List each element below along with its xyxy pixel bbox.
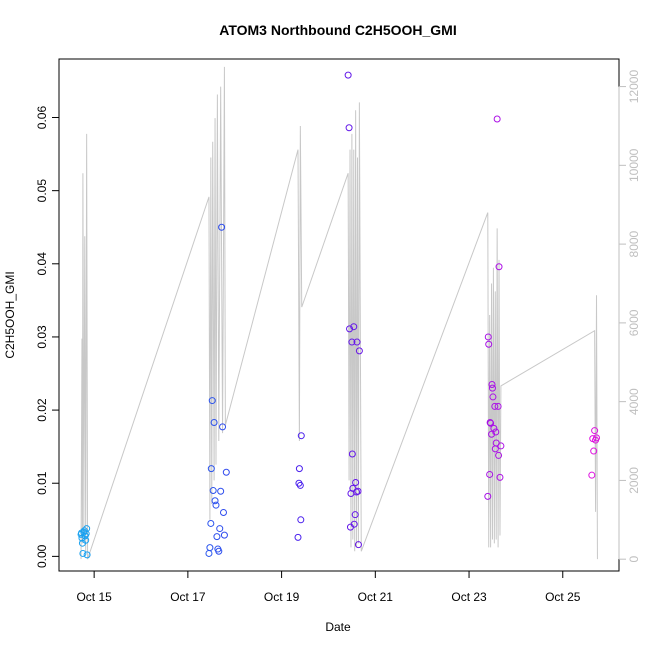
data-point [344, 71, 352, 79]
x-tick-label: Oct 21 [358, 590, 394, 604]
data-point [212, 501, 220, 509]
y-tick-label: 0.02 [35, 398, 49, 422]
y-tick-label: 0.06 [35, 106, 49, 130]
data-point [211, 497, 219, 505]
y-axis: 0.00 0.01 0.02 0.03 0.04 0.05 0.06 [35, 106, 60, 568]
data-point [492, 428, 500, 436]
data-point [350, 323, 358, 331]
data-point [488, 430, 496, 438]
y-tick-label: 0.05 [35, 179, 49, 203]
data-point [348, 338, 356, 346]
data-point [496, 473, 504, 481]
data-point [355, 347, 363, 355]
data-point [497, 442, 505, 450]
data-point [220, 531, 228, 539]
data-point [354, 541, 362, 549]
data-point [215, 547, 223, 555]
x-tick-label: Oct 15 [76, 590, 112, 604]
data-point [218, 223, 226, 231]
y2-tick-label: 0 [627, 556, 641, 563]
data-point [490, 424, 498, 432]
chart-title: ATOM3 Northbound C2H5OOH_GMI [219, 22, 456, 38]
data-point [485, 340, 493, 348]
y2-tick-label: 6000 [627, 309, 641, 336]
data-points-layer [77, 71, 601, 559]
y2-tick-label: 2000 [627, 467, 641, 494]
data-point [207, 519, 215, 527]
data-point [354, 487, 362, 495]
y2-tick-label: 4000 [627, 388, 641, 415]
y-tick-label: 0.00 [35, 544, 49, 568]
secondary-line-layer [80, 66, 598, 560]
data-point [216, 525, 224, 533]
data-point [205, 549, 213, 557]
data-point [495, 451, 503, 459]
data-point [349, 484, 357, 492]
data-point [493, 115, 501, 123]
data-point [353, 338, 361, 346]
y-tick-label: 0.01 [35, 471, 49, 495]
data-point [494, 402, 502, 410]
data-point [495, 263, 503, 271]
x-tick-label: Oct 25 [545, 590, 581, 604]
data-point [345, 124, 353, 132]
data-point [348, 450, 356, 458]
data-point [588, 471, 596, 479]
data-point [83, 525, 91, 533]
data-point [222, 468, 230, 476]
data-point [350, 520, 358, 528]
data-point [296, 481, 304, 489]
x-axis: Oct 15 Oct 17 Oct 19 Oct 21 Oct 23 Oct 25 [76, 570, 581, 604]
data-point [219, 423, 227, 431]
data-point [484, 333, 492, 341]
plot-frame [58, 58, 620, 572]
data-point [217, 487, 225, 495]
data-point [206, 544, 214, 552]
y2-tick-label: 12000 [627, 70, 641, 104]
data-point [591, 427, 599, 435]
data-point [213, 533, 221, 541]
data-point [488, 380, 496, 388]
data-point [294, 533, 302, 541]
data-point [83, 551, 91, 559]
x-tick-label: Oct 19 [264, 590, 300, 604]
data-point [208, 397, 216, 405]
y2-tick-label: 10000 [627, 148, 641, 182]
secondary-y-axis: 0 2000 4000 6000 8000 10000 12000 [618, 70, 641, 563]
data-point [210, 419, 218, 427]
x-tick-label: Oct 23 [451, 590, 487, 604]
y-tick-label: 0.04 [35, 252, 49, 276]
data-point [487, 419, 495, 427]
data-point [295, 465, 303, 473]
data-point [351, 511, 359, 519]
data-point [207, 465, 215, 473]
data-point [593, 434, 601, 442]
data-point [297, 432, 305, 440]
data-point [484, 492, 492, 500]
y2-tick-label: 8000 [627, 230, 641, 257]
data-point [82, 536, 90, 544]
x-axis-label: Date [325, 620, 351, 634]
data-point [219, 508, 227, 516]
secondary-series-line [80, 66, 598, 560]
data-point [346, 325, 354, 333]
data-point [82, 530, 90, 538]
data-point [209, 487, 217, 495]
y-axis-label: C2H5OOH_GMI [3, 271, 17, 358]
y-tick-label: 0.03 [35, 325, 49, 349]
data-point [486, 470, 494, 478]
data-point [491, 402, 499, 410]
data-point [489, 393, 497, 401]
data-point [79, 549, 87, 557]
data-point [488, 384, 496, 392]
x-tick-label: Oct 17 [170, 590, 206, 604]
data-point [352, 479, 360, 486]
data-point [297, 516, 305, 524]
data-point [590, 447, 598, 455]
